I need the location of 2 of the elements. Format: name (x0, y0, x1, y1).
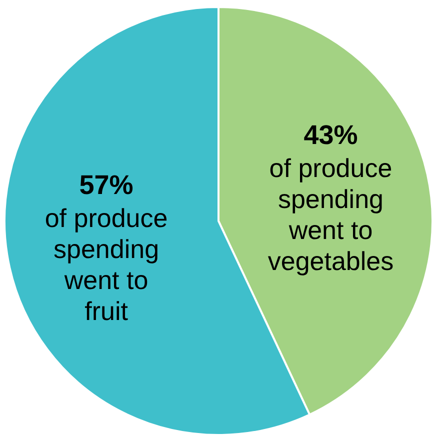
text: 57% of produce spending went to fruit (44, 170, 168, 326)
text: 43% of produce spending went to vegetables (268, 120, 394, 276)
